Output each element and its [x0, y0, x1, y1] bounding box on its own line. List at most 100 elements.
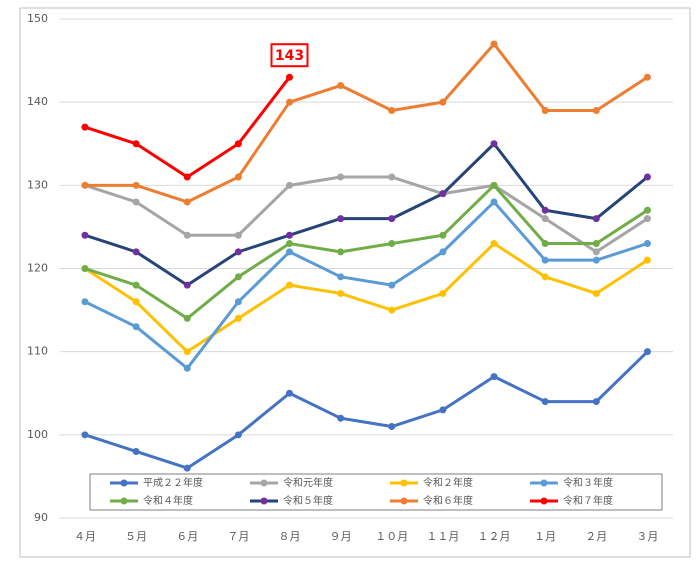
point: [592, 106, 600, 114]
x-tick-label: ９月: [330, 530, 352, 543]
annotation-box: [270, 43, 309, 68]
legend-marker: [260, 479, 268, 487]
point: [286, 98, 293, 106]
point: [439, 231, 447, 239]
point: [81, 265, 89, 272]
point: [439, 248, 447, 256]
point: [541, 273, 549, 281]
legend-marker: [540, 497, 548, 505]
point: [337, 289, 345, 297]
point: [183, 198, 191, 206]
point: [183, 364, 191, 372]
point: [234, 231, 242, 239]
point: [286, 248, 293, 256]
legend-label: 令和元年度: [283, 476, 333, 489]
point: [132, 198, 140, 206]
point: [234, 431, 242, 439]
y-tick-label: 110: [27, 345, 48, 358]
point: [439, 98, 447, 106]
point: [388, 281, 396, 289]
point: [132, 281, 140, 289]
point: [592, 289, 600, 297]
point: [592, 398, 600, 406]
point: [541, 398, 549, 406]
point: [337, 414, 345, 422]
point: [286, 240, 293, 248]
legend-label: 令和４年度: [143, 494, 193, 507]
point: [234, 298, 242, 306]
point: [234, 273, 242, 281]
point: [541, 240, 549, 248]
legend-label: 令和３年度: [563, 476, 613, 489]
series-line: [84, 142, 649, 287]
y-tick-label: 90: [34, 511, 48, 524]
point: [132, 181, 140, 189]
point: [592, 256, 600, 264]
point: [132, 248, 140, 256]
point: [388, 240, 396, 248]
x-tick-label: ３月: [636, 530, 658, 543]
point: [388, 306, 396, 314]
legend-marker: [540, 479, 548, 487]
legend-label: 令和２年度: [423, 476, 473, 489]
point: [490, 140, 498, 148]
point: [541, 106, 549, 114]
y-tick-label: 140: [27, 95, 48, 108]
point: [541, 206, 549, 214]
legend-marker: [120, 479, 128, 487]
point: [388, 173, 396, 181]
point: [81, 123, 89, 131]
point: [183, 348, 191, 356]
point: [132, 140, 140, 148]
data-label: 143: [275, 48, 304, 64]
point: [337, 82, 345, 90]
x-tick-label: １月: [534, 530, 556, 543]
series-line: [84, 242, 649, 354]
x-tick-label: ６月: [176, 530, 198, 543]
x-tick-label: １１月: [426, 530, 459, 543]
point: [643, 215, 651, 223]
point: [81, 298, 89, 306]
y-tick-label: 150: [27, 12, 48, 25]
point: [643, 206, 651, 214]
x-tick-label: １０月: [375, 530, 408, 543]
point: [541, 215, 549, 223]
point: [337, 173, 345, 181]
series-line: [84, 42, 649, 204]
point: [592, 215, 600, 223]
x-tick-label: １２月: [478, 530, 511, 543]
point: [490, 181, 498, 189]
legend-label: 令和７年度: [563, 494, 613, 507]
point: [286, 281, 293, 289]
x-tick-label: ４月: [74, 530, 96, 543]
legend-box: [89, 473, 663, 511]
point: [439, 406, 447, 414]
point: [643, 256, 651, 264]
point: [490, 240, 498, 248]
legend-label: 平成２２年度: [143, 476, 203, 489]
point: [337, 215, 345, 223]
series-line: [84, 183, 649, 320]
point: [643, 348, 651, 356]
point: [643, 173, 651, 181]
point: [286, 181, 293, 189]
point: [490, 198, 498, 206]
point: [132, 447, 140, 455]
legend-marker: [260, 497, 268, 505]
series-line: [84, 200, 648, 370]
legend-label: 令和６年度: [423, 494, 473, 507]
series-line: [84, 350, 649, 470]
legend-marker: [400, 479, 408, 487]
point: [81, 181, 89, 189]
point: [132, 323, 140, 331]
point: [81, 231, 89, 239]
x-tick-label: ２月: [585, 530, 607, 543]
point: [592, 240, 600, 248]
point: [183, 281, 191, 289]
point: [234, 248, 242, 256]
y-tick-label: 120: [27, 262, 48, 275]
point: [337, 273, 345, 281]
point: [388, 423, 396, 431]
legend-marker: [120, 497, 128, 505]
